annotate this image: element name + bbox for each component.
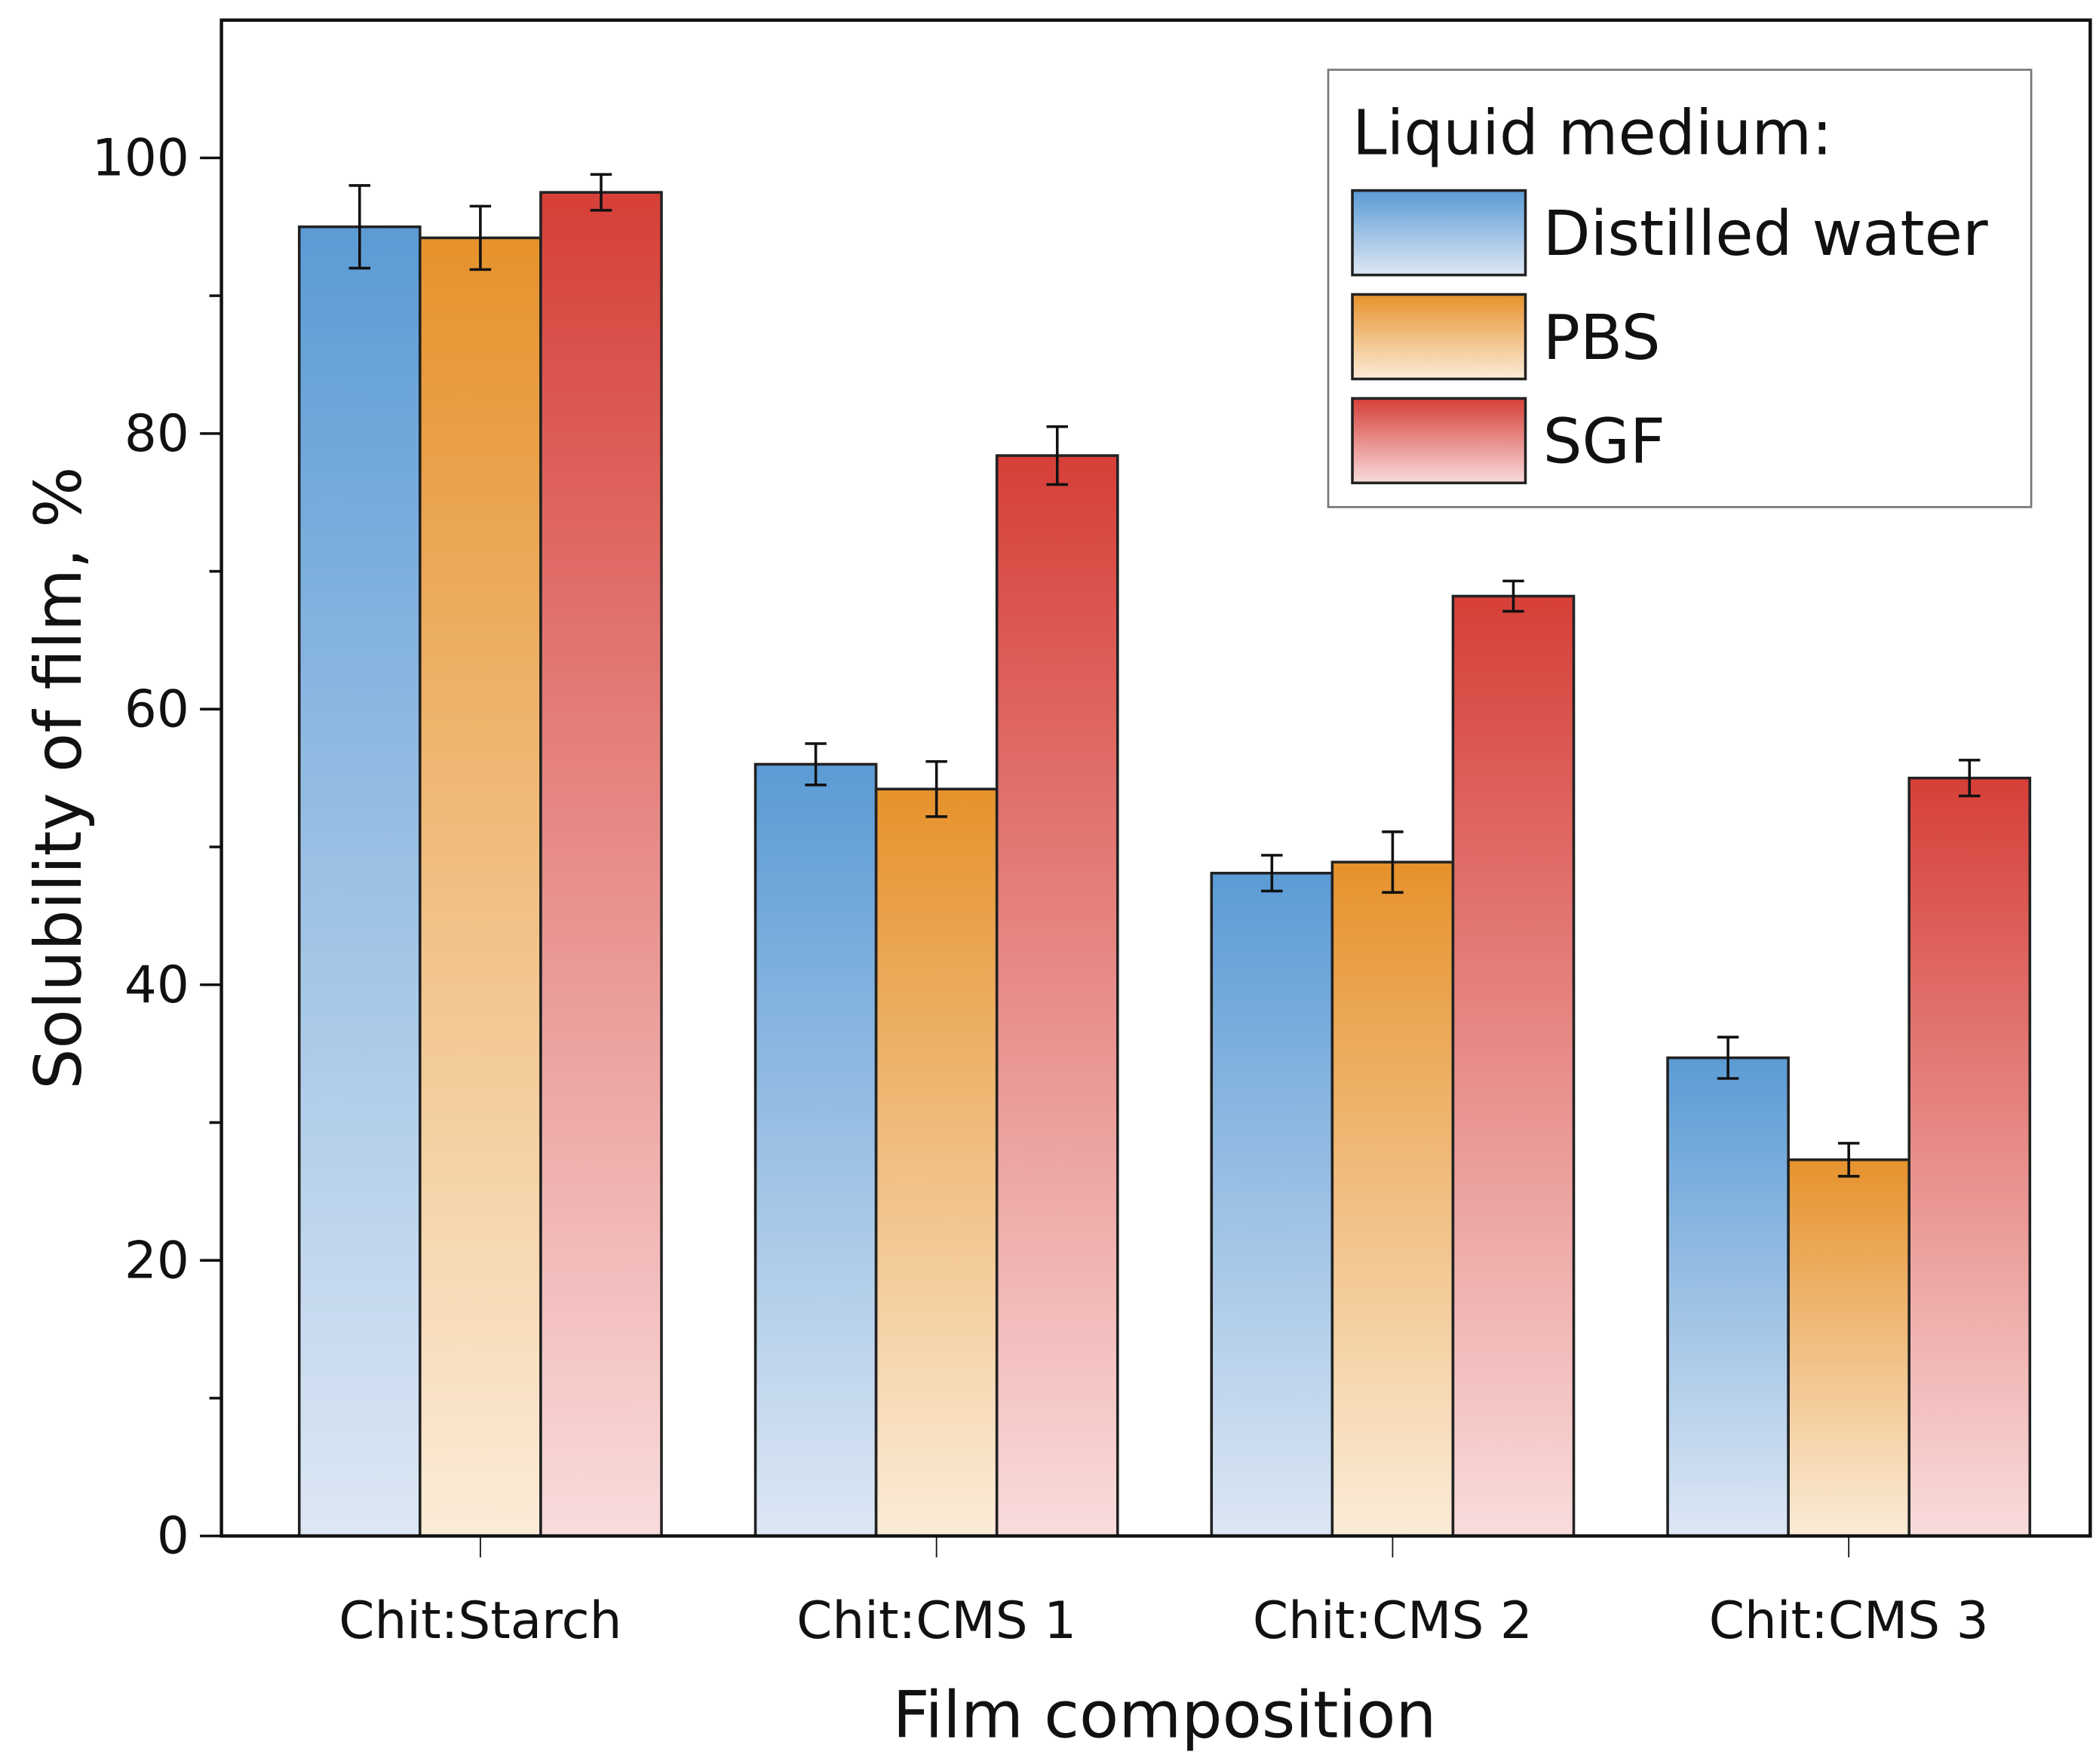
bar-2-2 [1451, 594, 1576, 1538]
y-tick-label: 60 [124, 679, 189, 738]
legend-label: PBS [1543, 302, 1661, 374]
bar-1-1 [874, 787, 999, 1538]
y-axis-title: Solubility of film, % [22, 467, 97, 1090]
bar-0-3 [1666, 1056, 1790, 1538]
x-tick-label: Chit:CMS 3 [1709, 1591, 1989, 1650]
bar-1-3 [1787, 1158, 1910, 1538]
axes-layer: Chit:Starch Chit:CMS 1 Chit:CMS 2 Chit:CMS … [92, 128, 1989, 1650]
plot-frame [219, 18, 2092, 1538]
x-tick-label: Chit:CMS 2 [1253, 1591, 1533, 1650]
y-tick-label: 100 [92, 128, 189, 188]
bar-0-1 [753, 762, 878, 1538]
y-tick-label: 80 [124, 403, 189, 463]
bar-0-2 [1210, 871, 1334, 1538]
bar-1-0 [419, 236, 542, 1538]
legend-label: SGF [1543, 406, 1665, 478]
bar-2-0 [539, 191, 663, 1538]
y-tick-label: 20 [124, 1230, 189, 1290]
bar-2-3 [1907, 776, 2032, 1538]
x-tick-label: Chit:CMS 1 [796, 1591, 1076, 1650]
y-tick-label: 40 [124, 955, 189, 1014]
bar-1-2 [1330, 861, 1455, 1538]
bar-0-0 [297, 225, 422, 1538]
error-bars-layer [348, 173, 1981, 1178]
x-axis-title: Film composition [893, 1678, 1437, 1753]
legend-swatch-1 [1351, 293, 1527, 381]
legend-swatch-2 [1351, 397, 1527, 485]
bars-layer [297, 191, 2032, 1538]
legend: Liquid medium: Distilled water PBS SGF [1327, 69, 2033, 508]
legend-box [1327, 69, 2033, 508]
y-tick-label: 0 [157, 1506, 189, 1566]
legend-label: Distilled water [1543, 198, 1988, 270]
bar-2-1 [995, 454, 1119, 1538]
x-tick-label: Chit:Starch [339, 1591, 621, 1650]
legend-swatch-0 [1351, 189, 1527, 277]
legend-title: Liquid medium: [1352, 98, 1833, 170]
